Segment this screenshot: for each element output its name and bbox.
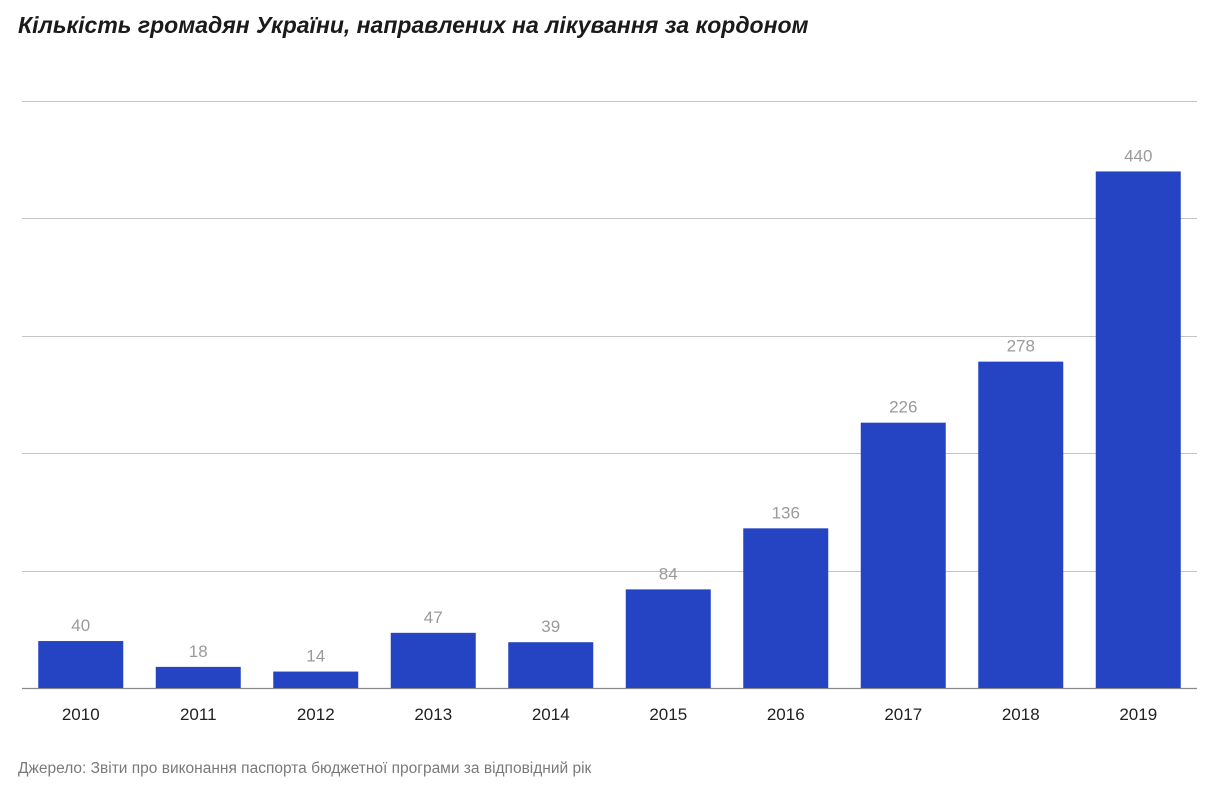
- value-label-2013: 47: [424, 608, 443, 627]
- bars: [38, 171, 1181, 688]
- x-tick-label-2010: 2010: [62, 705, 100, 724]
- bar-2011: [155, 666, 241, 688]
- bar-2016: [743, 528, 829, 688]
- value-label-2015: 84: [659, 564, 678, 583]
- value-label-2016: 136: [772, 503, 800, 522]
- bar-2018: [978, 361, 1064, 688]
- value-labels: 40 18 14 47 39 84 136 226 278 440: [71, 146, 1152, 665]
- value-label-2010: 40: [71, 616, 90, 635]
- value-label-2012: 14: [306, 647, 325, 666]
- x-tick-label-2014: 2014: [532, 705, 570, 724]
- value-label-2018: 278: [1007, 337, 1035, 356]
- x-tick-label-2018: 2018: [1002, 705, 1040, 724]
- bar-2019: [1095, 171, 1181, 688]
- source-note: Джерело: Звіти про виконання паспорта бю…: [18, 760, 592, 777]
- bar-2014: [508, 642, 594, 688]
- x-tick-label-2015: 2015: [649, 705, 687, 724]
- bar-2012: [273, 671, 359, 688]
- bar-2010: [38, 641, 124, 688]
- bar-2013: [390, 632, 476, 688]
- gridlines: [22, 101, 1197, 690]
- value-label-2019: 440: [1124, 146, 1152, 165]
- x-tick-label-2013: 2013: [414, 705, 452, 724]
- bar-2017: [860, 422, 946, 688]
- bar-2015: [625, 589, 711, 688]
- value-label-2014: 39: [541, 617, 560, 636]
- x-tick-label-2016: 2016: [767, 705, 805, 724]
- x-tick-label-2017: 2017: [884, 705, 922, 724]
- x-tick-label-2011: 2011: [180, 705, 217, 724]
- chart-title: Кількість громадян України, направлених …: [18, 12, 809, 38]
- value-label-2017: 226: [889, 398, 917, 417]
- x-axis-tick-labels: 2010 2011 2012 2013 2014 2015 2016 2017 2018 2019: [62, 705, 1157, 724]
- x-tick-label-2019: 2019: [1119, 705, 1157, 724]
- x-tick-label-2012: 2012: [297, 705, 335, 724]
- value-label-2011: 18: [189, 642, 208, 661]
